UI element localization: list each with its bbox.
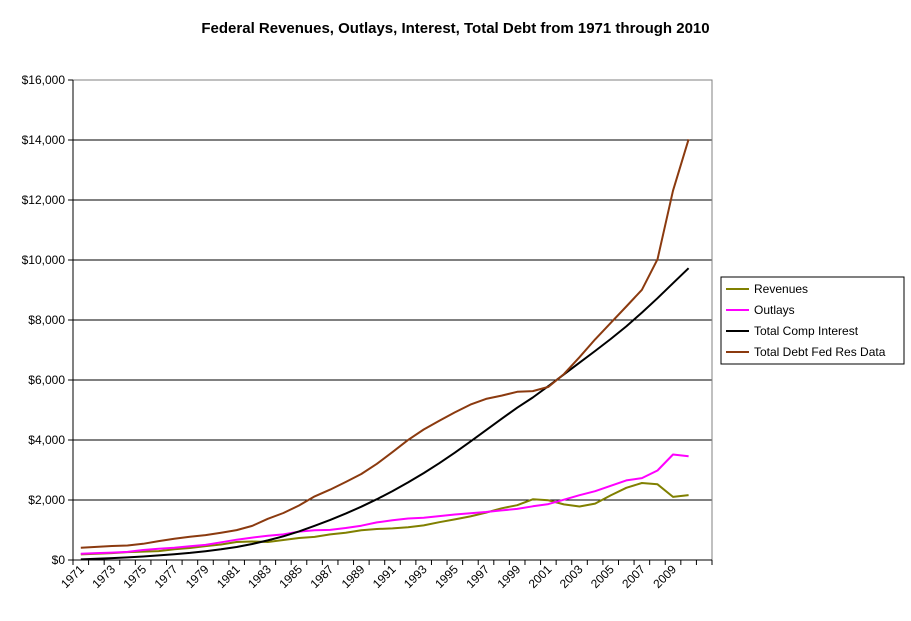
x-tick-label: 1987 — [307, 562, 336, 591]
series-line-total-debt-fed-res-data — [80, 139, 690, 549]
series-line-total-comp-interest — [80, 267, 690, 561]
legend-label-total-debt-fed-res-data: Total Debt Fed Res Data — [754, 345, 886, 359]
x-tick-label: 1991 — [370, 562, 399, 591]
x-tick-labels: 1971 1973 1975 1977 1979 1981 1983 1985 1987 1989… — [58, 562, 679, 591]
x-tick-label: 1997 — [463, 562, 492, 591]
x-tick-label: 2009 — [650, 562, 679, 591]
legend-label-revenues: Revenues — [754, 282, 808, 296]
y-tick-label: $6,000 — [28, 373, 65, 387]
y-tick-label: $16,000 — [22, 73, 66, 87]
y-tick-label: $0 — [52, 553, 66, 567]
legend: Revenues Outlays Total Comp Interest Total … — [720, 276, 905, 365]
legend-label-outlays: Outlays — [754, 303, 795, 317]
series-lines — [80, 139, 690, 561]
x-tick-label: 1983 — [245, 562, 274, 591]
x-tick-label: 2003 — [557, 562, 586, 591]
y-tick-label: $8,000 — [28, 313, 65, 327]
y-tick-label: $4,000 — [28, 433, 65, 447]
x-tick-label: 1975 — [120, 562, 149, 591]
x-tick-label: 1995 — [432, 562, 461, 591]
x-tick-label: 1993 — [401, 562, 430, 591]
legend-box — [720, 276, 905, 365]
y-tick-label: $2,000 — [28, 493, 65, 507]
x-tick-label: 1999 — [495, 562, 524, 591]
x-tick-label: 2001 — [526, 562, 555, 591]
series-line-outlays — [80, 453, 689, 555]
y-tick-labels: $0 $2,000 $4,000 $6,000 $8,000 $10,000 $12,000… — [22, 73, 66, 567]
y-tick-label: $14,000 — [22, 133, 66, 147]
x-tick-label: 1979 — [183, 562, 212, 591]
x-tick-label: 2007 — [619, 562, 648, 591]
x-tick-label: 2005 — [588, 562, 617, 591]
chart-title: Federal Revenues, Outlays, Interest, Tot… — [201, 20, 710, 37]
y-tick-label: $12,000 — [22, 193, 66, 207]
gridlines — [73, 79, 712, 501]
y-tick-label: $10,000 — [22, 253, 66, 267]
axes — [68, 79, 713, 565]
x-tick-label: 1989 — [339, 562, 368, 591]
x-tick-label: 1977 — [152, 562, 181, 591]
series-line-revenues — [80, 482, 689, 556]
x-tick-label: 1985 — [276, 562, 305, 591]
x-tick-label: 1981 — [214, 562, 243, 591]
x-tick-label: 1973 — [89, 562, 118, 591]
legend-label-total-comp-interest: Total Comp Interest — [754, 324, 859, 338]
